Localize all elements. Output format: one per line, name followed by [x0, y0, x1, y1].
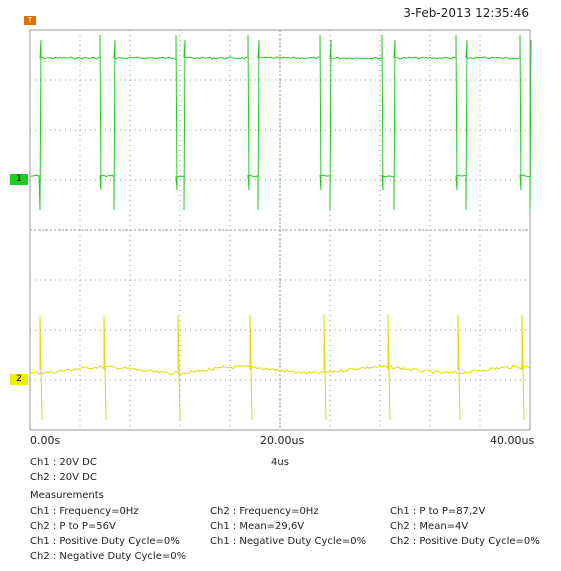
measurements-title: Measurements — [30, 490, 104, 501]
time-end: 40.00us — [490, 434, 535, 447]
ch2-marker: 2 — [10, 374, 28, 385]
ch2-settings: Ch2 : 20V DC — [30, 472, 97, 483]
measurement-item: Ch2 : P to P=56V — [30, 521, 116, 532]
measurement-item: Ch1 : Mean=29,6V — [210, 521, 305, 532]
grid — [29, 29, 531, 431]
ch1-marker: 1 — [10, 174, 28, 185]
time-mid: 20.00us — [260, 434, 305, 447]
measurement-item: Ch1 : P to P=87,2V — [390, 506, 486, 517]
measurement-item: Ch1 : Negative Duty Cycle=0% — [210, 536, 367, 547]
measurement-item: Ch2 : Frequency=0Hz — [210, 506, 319, 517]
timebase: 4us — [271, 457, 289, 468]
ch1-trace — [30, 34, 532, 211]
measurement-item: Ch2 : Mean=4V — [390, 521, 469, 532]
time-start: 0.00s — [30, 434, 61, 447]
measurement-item: Ch1 : Positive Duty Cycle=0% — [30, 536, 180, 547]
measurement-item: Ch1 : Frequency=0Hz — [30, 506, 139, 517]
ch2-trace — [30, 314, 530, 421]
oscilloscope-display — [29, 29, 532, 431]
timestamp: 3-Feb-2013 12:35:46 — [403, 6, 529, 20]
ch1-settings: Ch1 : 20V DC — [30, 457, 97, 468]
trigger-marker: T — [24, 16, 36, 25]
measurement-item: Ch2 : Negative Duty Cycle=0% — [30, 551, 187, 562]
measurement-item: Ch2 : Positive Duty Cycle=0% — [390, 536, 540, 547]
